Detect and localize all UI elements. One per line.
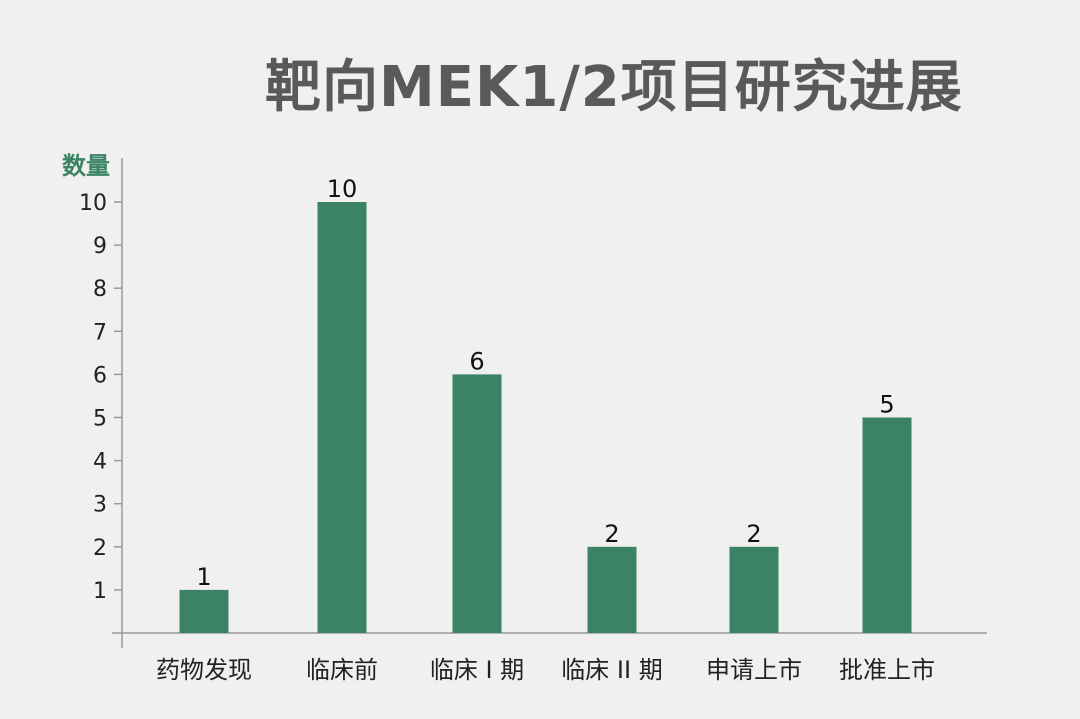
data-label: 10 <box>327 175 358 203</box>
bar <box>729 546 779 633</box>
y-tick-label: 9 <box>93 234 107 259</box>
data-label: 2 <box>746 520 761 548</box>
y-tick-label: 7 <box>93 320 107 345</box>
y-tick-label: 4 <box>93 450 107 475</box>
x-tick-label: 申请上市 <box>706 656 802 684</box>
data-labels: 1 10 6 2 2 5 <box>196 175 894 591</box>
y-ticks: 1 2 3 4 5 6 7 8 9 10 <box>79 191 122 604</box>
bars <box>179 202 912 633</box>
x-tick-label: 临床 II 期 <box>561 656 662 684</box>
data-label: 2 <box>604 520 619 548</box>
y-tick-label: 8 <box>93 277 107 302</box>
y-tick-label: 5 <box>93 407 107 432</box>
bar <box>587 546 637 633</box>
x-tick-label: 临床前 <box>306 656 378 684</box>
y-axis-label: 数量 <box>62 152 110 180</box>
y-tick-label: 2 <box>93 536 107 561</box>
bar <box>452 374 502 633</box>
data-label: 5 <box>879 391 894 419</box>
y-tick-label: 10 <box>79 191 107 216</box>
bar <box>179 589 229 633</box>
y-tick-label: 6 <box>93 363 107 388</box>
bar <box>317 202 367 633</box>
data-label: 6 <box>469 347 484 375</box>
chart-title: 靶向MEK1/2项目研究进展 <box>265 55 963 120</box>
y-tick-label: 3 <box>93 493 107 518</box>
data-label: 1 <box>196 563 211 591</box>
x-ticks: 药物发现 临床前 临床 I 期 临床 II 期 申请上市 批准上市 <box>156 656 935 684</box>
y-tick-label: 1 <box>93 579 107 604</box>
x-tick-label: 药物发现 <box>156 656 252 684</box>
x-tick-label: 批准上市 <box>839 656 935 684</box>
x-tick-label: 临床 I 期 <box>430 656 524 684</box>
bar <box>862 417 912 633</box>
